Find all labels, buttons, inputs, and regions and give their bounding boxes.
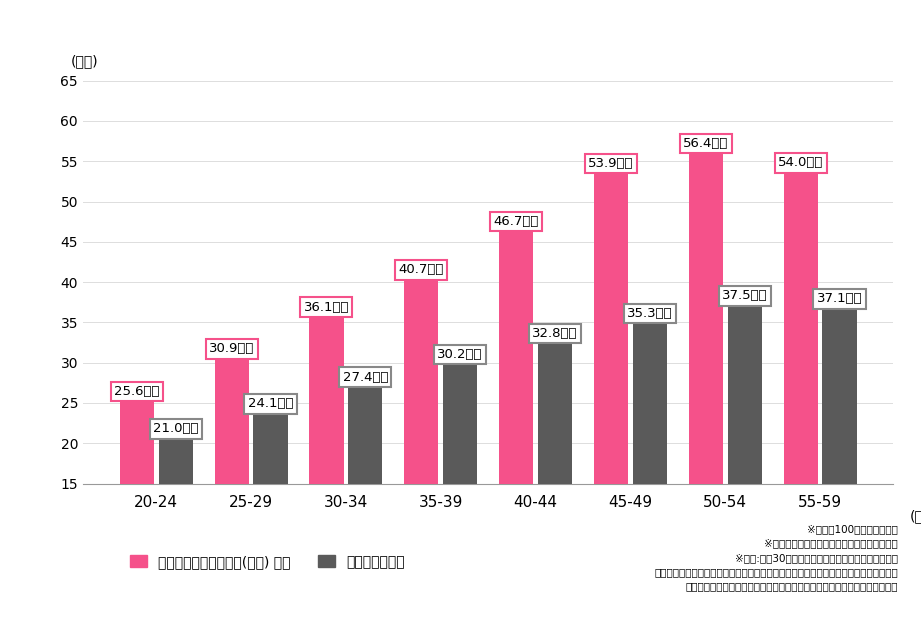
Text: ※金額は100円以下四捨五入
※一般労働者は男女計。公営企業従業員を含む
※参考:平成30年賃金構造基本統計調査（厚生労働省）
「職種・性、年齢階級、経験年数階: ※金額は100円以下四捨五入 ※一般労働者は男女計。公営企業従業員を含む ※参考… xyxy=(654,524,898,591)
Text: 36.1万円: 36.1万円 xyxy=(304,301,349,314)
Bar xyxy=(309,314,344,604)
Text: 40.7万円: 40.7万円 xyxy=(399,264,444,277)
Text: 21.0万円: 21.0万円 xyxy=(153,422,198,435)
Legend: キャビンアテンダント(女性) 平均, 一般労働者平均: キャビンアテンダント(女性) 平均, 一般労働者平均 xyxy=(131,555,405,569)
Bar xyxy=(120,398,154,604)
Text: 25.6万円: 25.6万円 xyxy=(114,385,159,398)
Text: 年齢層別キャビンアテンダント(女性) 平均月収(2018年): 年齢層別キャビンアテンダント(女性) 平均月収(2018年) xyxy=(314,28,644,46)
Bar xyxy=(689,150,723,604)
Text: 37.5万円: 37.5万円 xyxy=(722,290,767,303)
Text: 56.4万円: 56.4万円 xyxy=(683,137,729,150)
Bar xyxy=(594,170,628,604)
Bar xyxy=(158,435,192,604)
Text: 53.9万円: 53.9万円 xyxy=(589,157,634,170)
Bar xyxy=(348,384,382,604)
Text: 46.7万円: 46.7万円 xyxy=(494,215,539,228)
Text: 30.9万円: 30.9万円 xyxy=(209,342,254,355)
Text: 37.1万円: 37.1万円 xyxy=(817,293,862,306)
Text: 30.2万円: 30.2万円 xyxy=(437,348,483,361)
Text: 24.1万円: 24.1万円 xyxy=(248,397,293,410)
Bar xyxy=(499,228,533,604)
Text: (歳): (歳) xyxy=(910,510,921,523)
Bar xyxy=(443,361,477,604)
Bar xyxy=(822,306,857,604)
Text: 54.0万円: 54.0万円 xyxy=(778,156,823,169)
Bar xyxy=(538,340,572,604)
Text: (万円): (万円) xyxy=(71,55,99,68)
Bar xyxy=(784,169,818,604)
Text: 27.4万円: 27.4万円 xyxy=(343,371,388,384)
Bar xyxy=(215,355,249,604)
Text: 35.3万円: 35.3万円 xyxy=(627,307,672,320)
Bar xyxy=(404,277,438,604)
Bar xyxy=(633,320,667,604)
Bar xyxy=(728,303,762,604)
Bar xyxy=(253,410,287,604)
Text: 32.8万円: 32.8万円 xyxy=(532,327,577,340)
